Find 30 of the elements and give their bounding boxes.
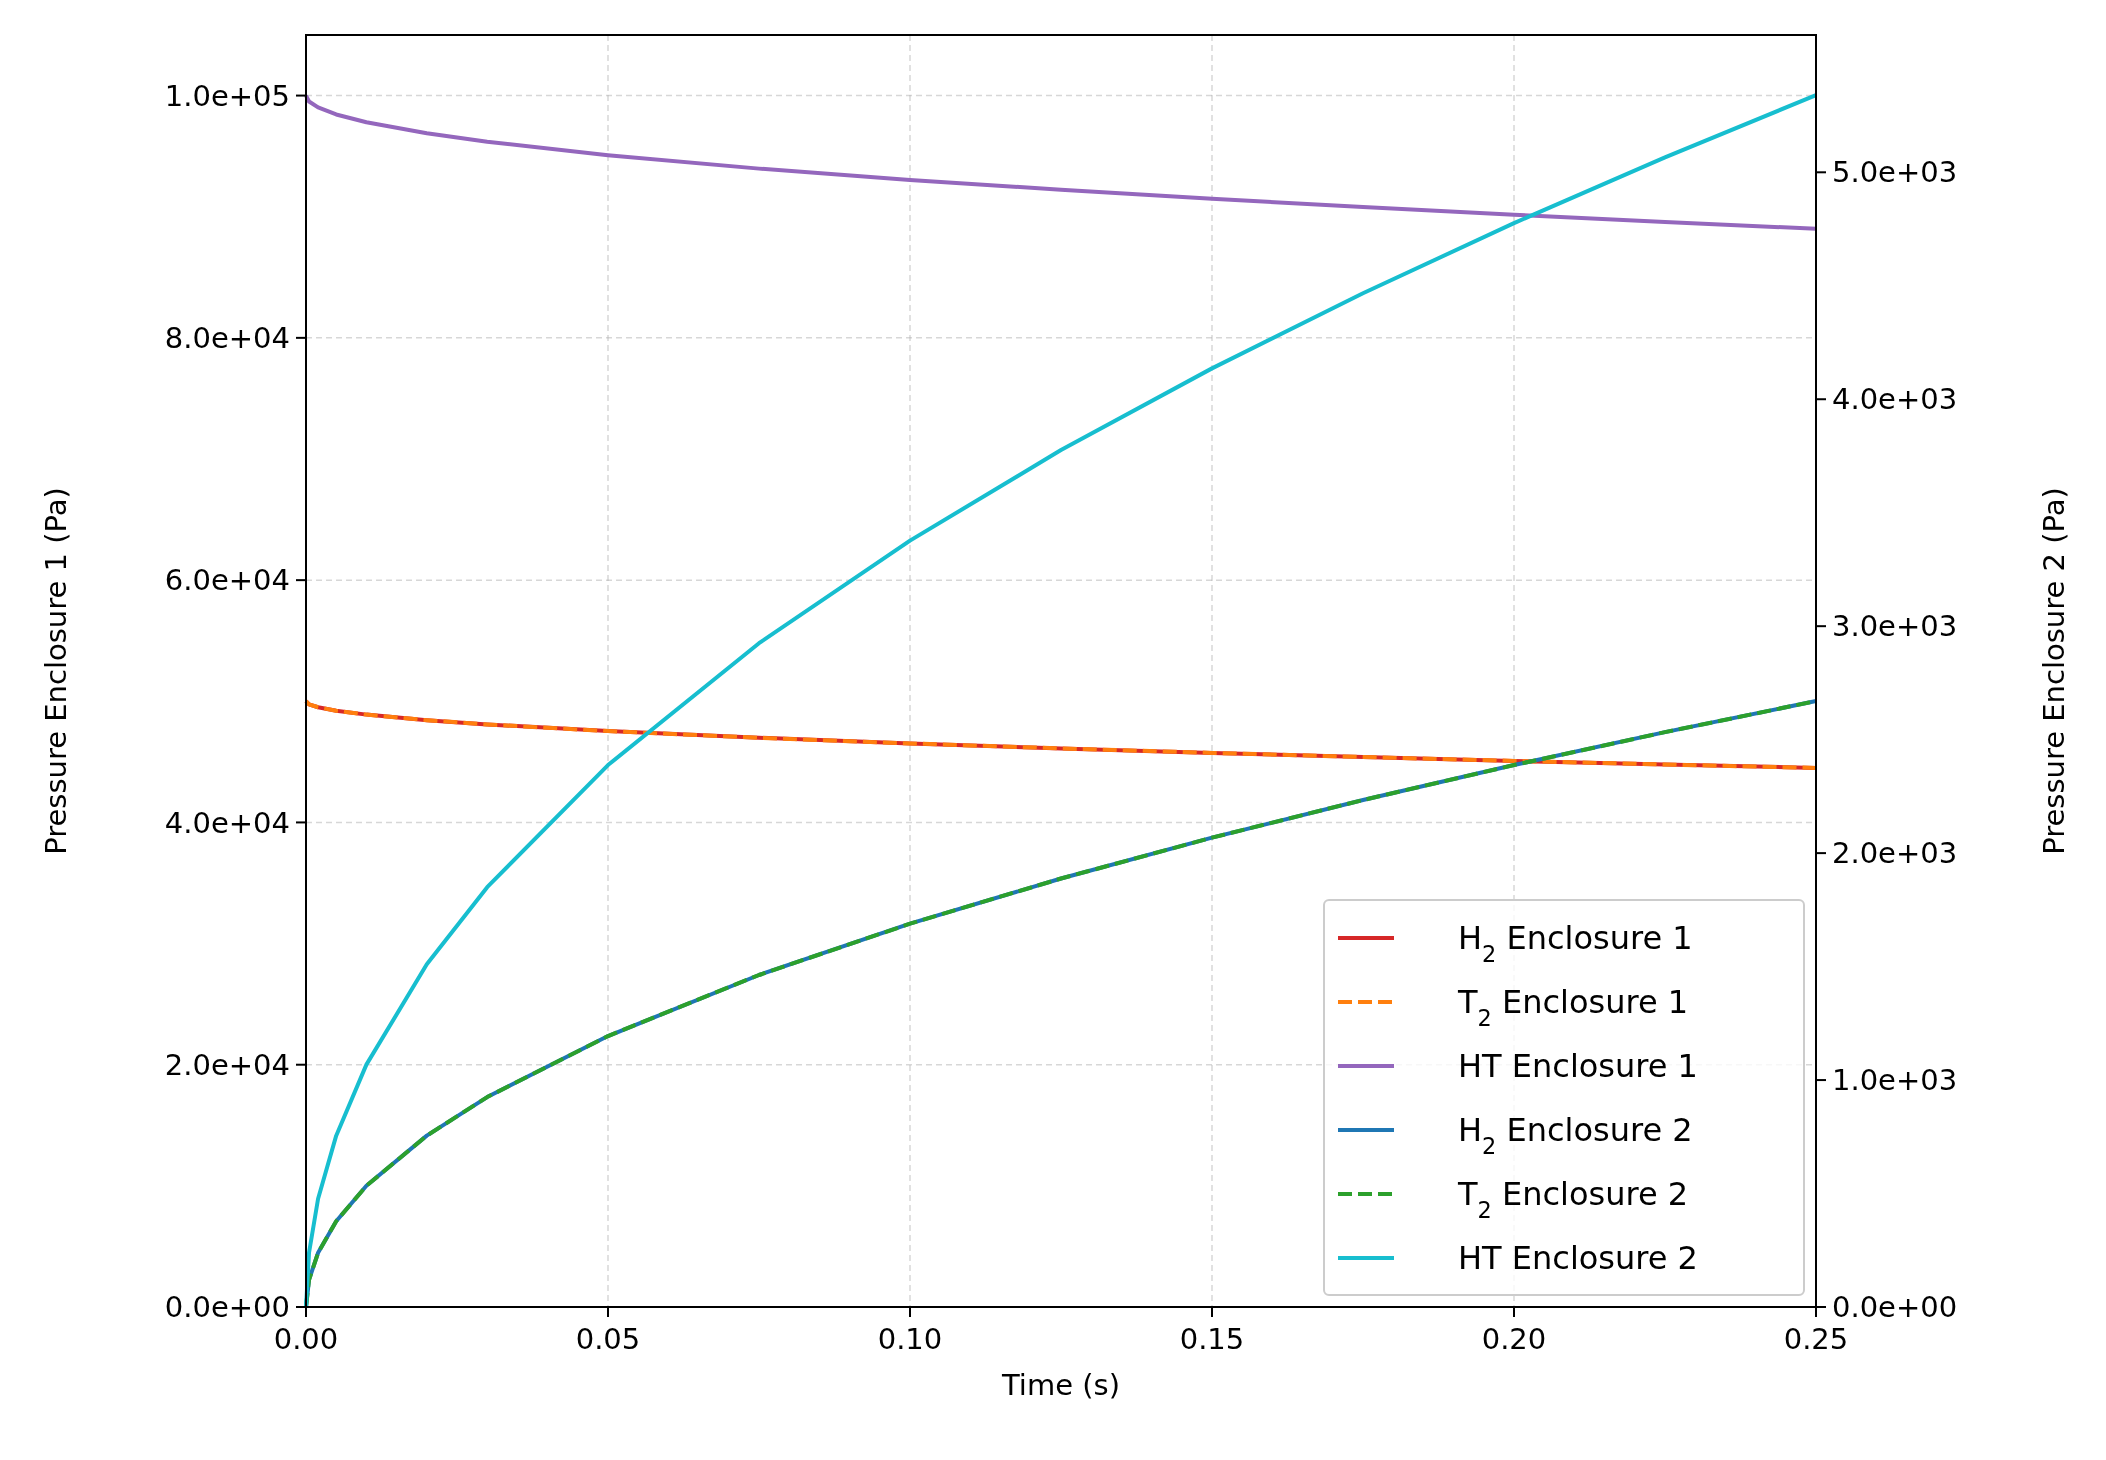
legend-label: HT Enclosure 2 — [1458, 1239, 1698, 1278]
line-series — [304, 699, 1818, 770]
y-axis-title: Pressure Enclosure 1 (Pa) — [39, 487, 73, 855]
y-tick-label: 1.0e+05 — [164, 78, 290, 113]
y-tick-label: 4.0e+04 — [164, 805, 290, 840]
legend-label: H$_{2}$ Enclosure 2 — [1458, 1111, 1693, 1160]
y-tick-label: 6.0e+04 — [164, 563, 290, 598]
y-tick-label: 8.0e+04 — [164, 321, 290, 356]
x-tick-label: 0.20 — [1481, 1322, 1547, 1356]
y2-tick-label: 3.0e+03 — [1832, 609, 1958, 644]
y2-tick-label: 4.0e+03 — [1832, 382, 1958, 417]
y-tick-label: 2.0e+04 — [164, 1047, 290, 1082]
legend-label: H$_{2}$ Enclosure 1 — [1458, 919, 1693, 968]
x-tick-label: 0.15 — [1179, 1322, 1245, 1356]
line-series — [304, 93, 1818, 1309]
y-tick-label: 0.0e+00 — [164, 1290, 290, 1325]
x-tick-label: 0.10 — [877, 1322, 943, 1356]
y2-axis-title: Pressure Enclosure 2 (Pa) — [2037, 487, 2071, 855]
x-tick-label: 0.00 — [273, 1322, 339, 1356]
legend-label: T$_{2}$ Enclosure 2 — [1457, 1175, 1689, 1224]
legend-label: HT Enclosure 1 — [1458, 1047, 1698, 1086]
x-axis-title: Time (s) — [1001, 1368, 1120, 1402]
x-tick-label: 0.05 — [575, 1322, 641, 1356]
y2-tick-label: 5.0e+03 — [1832, 155, 1958, 190]
y2-tick-label: 0.0e+00 — [1832, 1290, 1958, 1325]
y2-tick-label: 1.0e+03 — [1832, 1063, 1958, 1098]
x-tick-label: 0.25 — [1783, 1322, 1849, 1356]
y2-tick-label: 2.0e+03 — [1832, 836, 1958, 871]
legend-label: T$_{2}$ Enclosure 1 — [1457, 983, 1689, 1032]
line-series — [304, 93, 1818, 231]
